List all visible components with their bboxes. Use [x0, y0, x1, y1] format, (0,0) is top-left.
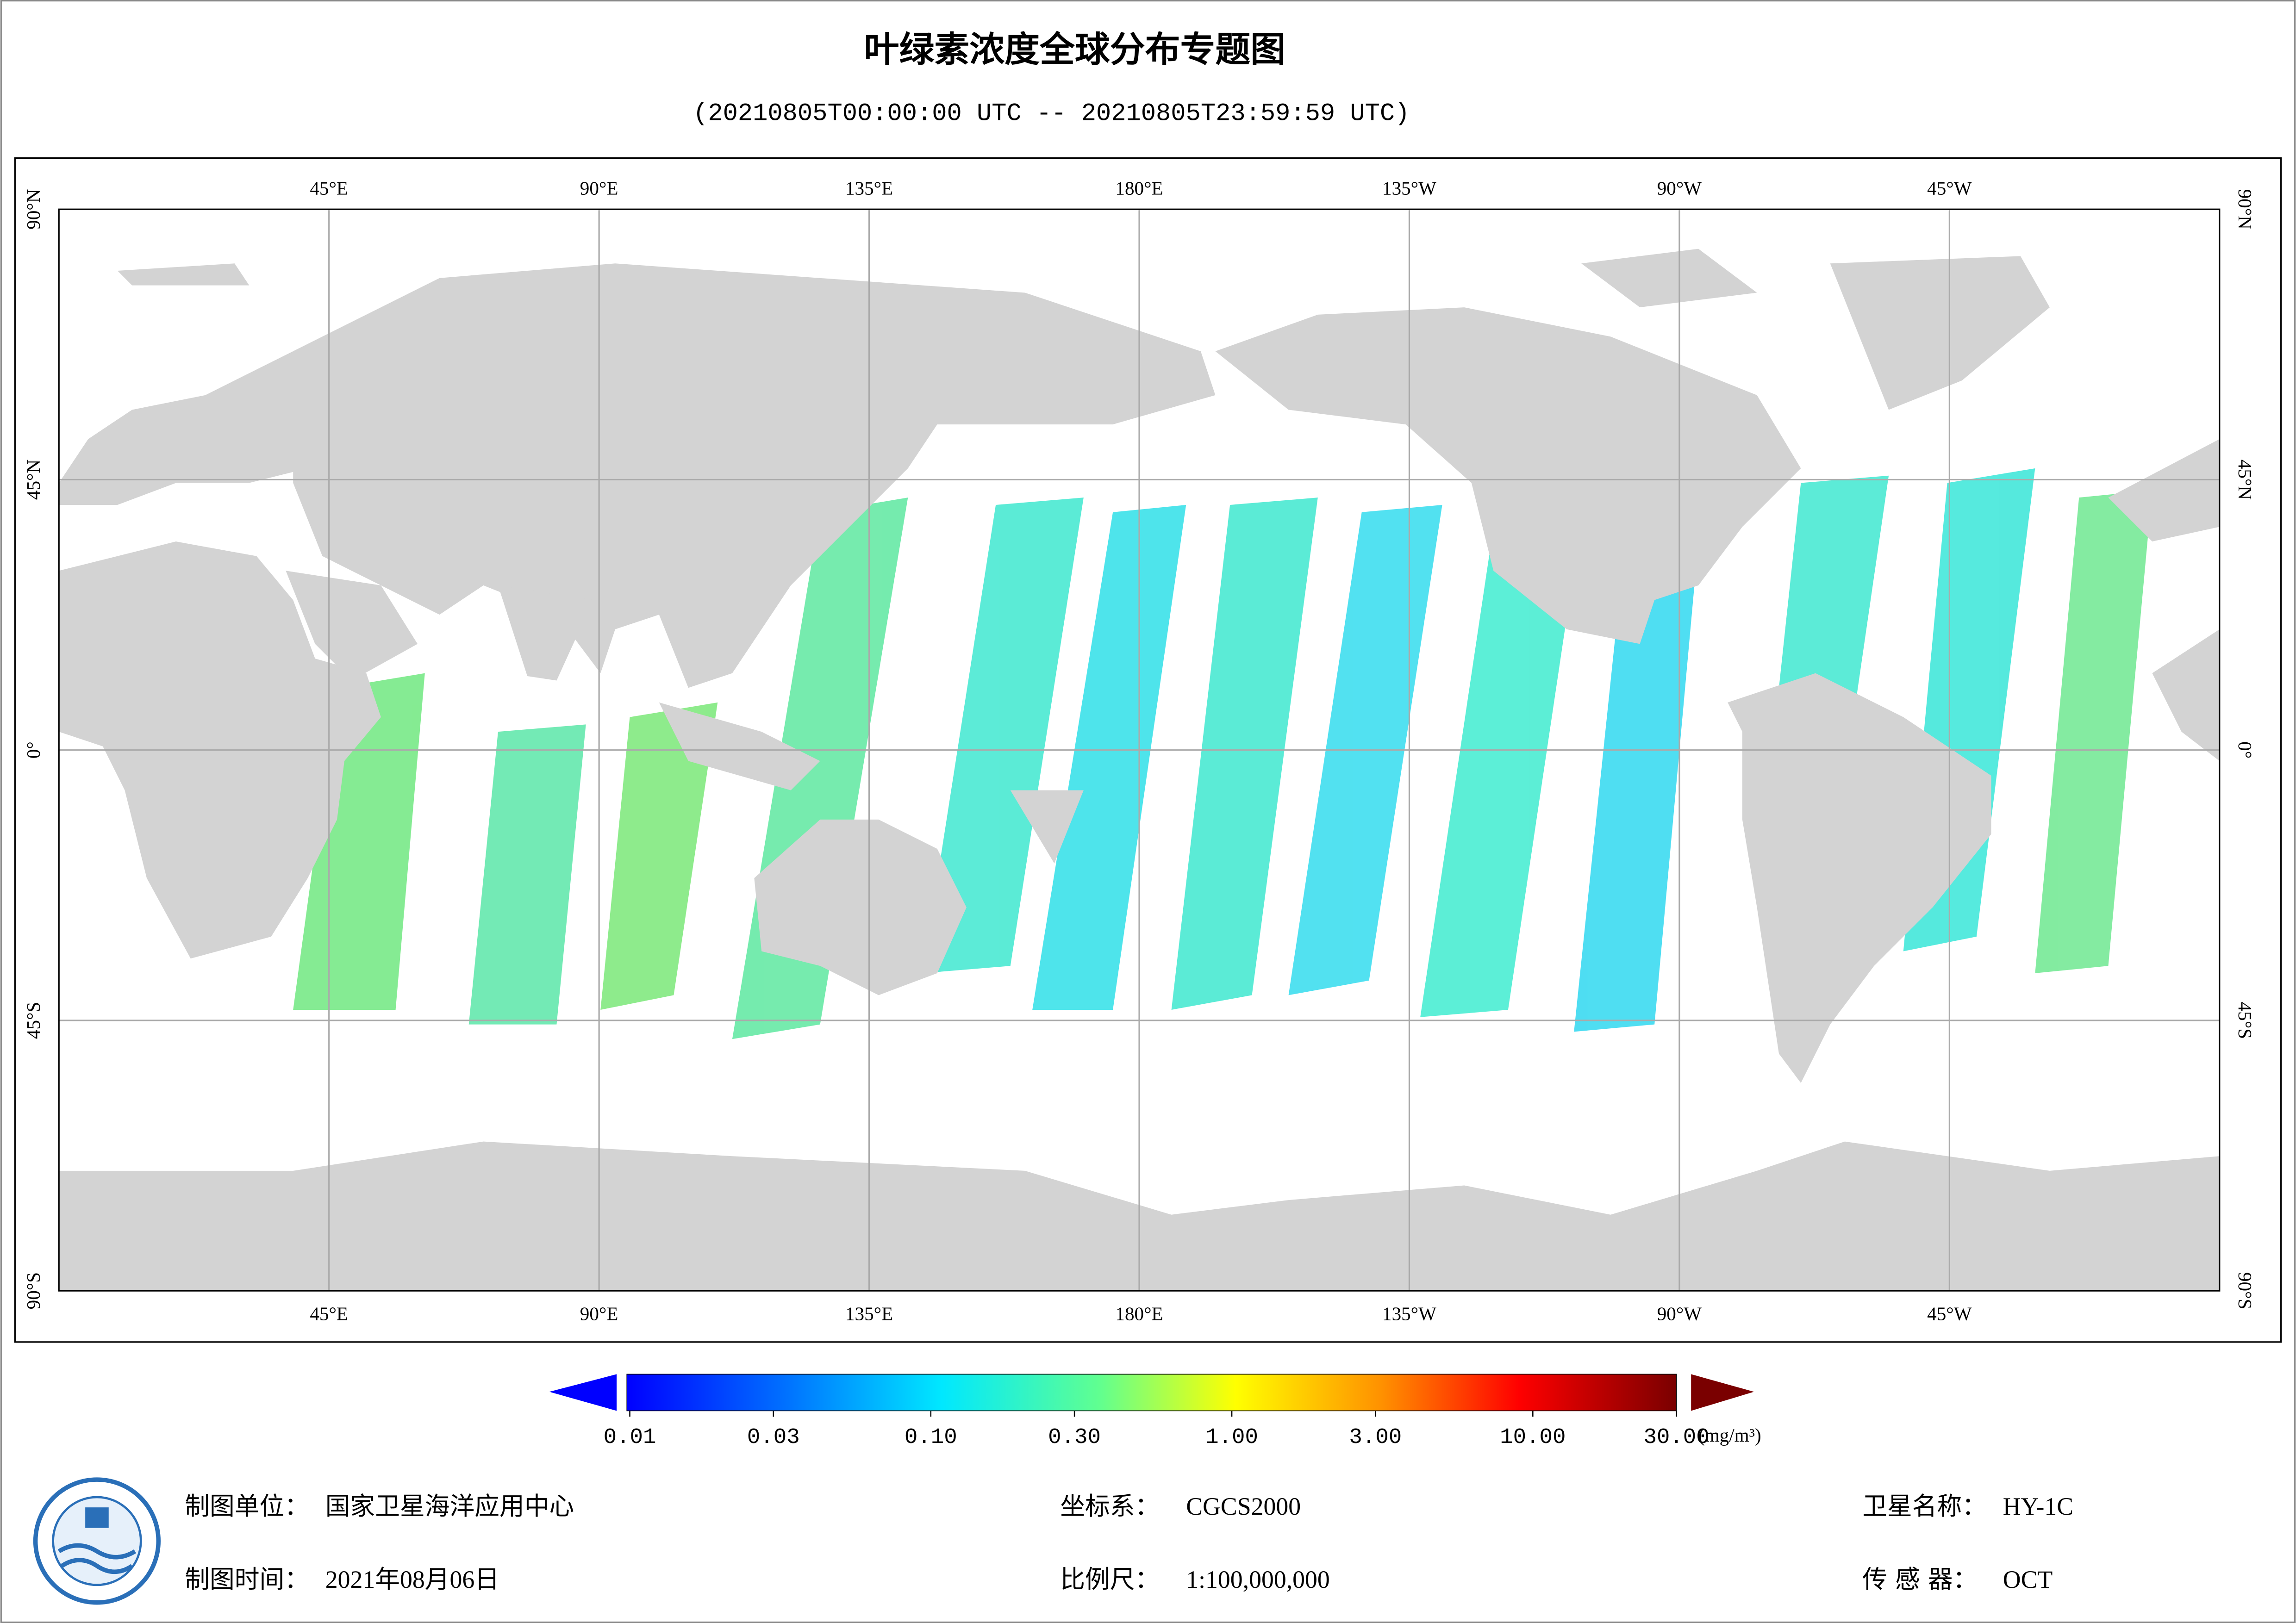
graticule — [59, 209, 2220, 1291]
west-africa — [2152, 629, 2220, 761]
colorbar-tick-label: 10.00 — [1500, 1425, 1566, 1450]
footer-label: 传 感 器： — [1862, 1565, 1978, 1594]
colorbar-tick-label: 3.00 — [1349, 1425, 1402, 1450]
swath — [923, 497, 1084, 973]
new-zealand — [1010, 790, 1084, 864]
swath — [1420, 519, 1582, 1017]
logo-wave — [60, 1558, 133, 1574]
footer-label: 比例尺： — [1060, 1565, 1160, 1594]
colorbar-tick-label: 0.30 — [1048, 1425, 1101, 1450]
lon-label-bottom: 135°W — [1382, 1303, 1436, 1324]
lat-label-right: 45°S — [2234, 1002, 2256, 1039]
australia — [754, 819, 967, 995]
lon-label-bottom: 45°W — [1927, 1303, 1972, 1324]
footer-label: 卫星名称： — [1862, 1492, 1987, 1521]
swath — [293, 673, 425, 1010]
swath — [468, 724, 586, 1025]
logo-wave — [57, 1543, 137, 1560]
colorbar-tick-label: 30.00 — [1643, 1425, 1709, 1450]
colorbar — [626, 1374, 1677, 1412]
map-frame-outer — [14, 157, 2282, 1343]
lon-label-top: 45°W — [1927, 178, 1972, 199]
logo-satellite — [85, 1507, 109, 1528]
footer-value: CGCS2000 — [1186, 1492, 1301, 1520]
footer-value: HY-1C — [2003, 1492, 2073, 1520]
footer-label: 制图单位： — [185, 1492, 309, 1521]
swath — [1574, 541, 1699, 1032]
lon-label-top: 135°E — [845, 178, 893, 199]
subtitle: (20210805T00:00:00 UTC -- 20210805T23:59… — [693, 99, 1410, 128]
lon-label-top: 90°W — [1657, 178, 1702, 199]
colorbar-ticks: 0.01 0.03 0.10 0.30 1.00 3.00 10.00 30.00 — [604, 1411, 1710, 1450]
footer-label: 制图时间： — [185, 1565, 309, 1594]
footer-value: OCT — [2003, 1566, 2053, 1593]
map-frame-inner — [58, 208, 2221, 1292]
title: 叶绿素浓度全球分布专题图 — [864, 29, 1286, 70]
lat-label-right: 0° — [2234, 741, 2256, 759]
lon-label-bottom: 90°W — [1657, 1303, 1702, 1324]
north-america — [1215, 307, 1801, 644]
graticule-labels: 45°E 45°E 90°E 90°E 135°E 135°E 180°E 180°E 135°… — [23, 178, 2256, 1325]
lat-label-left: 45°N — [23, 460, 44, 500]
colorbar-unit: (mg/m³) — [1698, 1424, 1761, 1446]
arabia — [286, 571, 418, 681]
logo-inner — [52, 1496, 142, 1586]
footer-value: 国家卫星海洋应用中心 — [325, 1492, 574, 1521]
lon-label-top: 90°E — [580, 178, 618, 199]
chlorophyll-swaths — [293, 468, 2152, 1039]
swath — [1032, 504, 1186, 1010]
logo — [33, 1477, 161, 1605]
india — [498, 585, 593, 681]
asia — [293, 263, 1216, 688]
colorbar-tick-label: 0.03 — [747, 1425, 800, 1450]
footer-label: 坐标系： — [1060, 1492, 1160, 1521]
footer-value: 1:100,000,000 — [1186, 1566, 1330, 1593]
lat-label-left: 90°N — [23, 189, 44, 230]
lon-label-bottom: 90°E — [580, 1303, 618, 1324]
colorbar-under — [549, 1374, 617, 1411]
colorbar-over — [1691, 1374, 1754, 1411]
swath — [600, 702, 718, 1010]
maritime-asia — [659, 702, 820, 790]
lon-label-top: 180°E — [1115, 178, 1163, 199]
lat-label-left: 0° — [23, 741, 44, 759]
colorbar-tick-label: 1.00 — [1205, 1425, 1258, 1450]
lon-label-bottom: 180°E — [1115, 1303, 1163, 1324]
lat-label-left: 90°S — [23, 1272, 44, 1309]
colorbar-tick-label: 0.10 — [905, 1425, 957, 1450]
lat-label-right: 45°N — [2234, 460, 2256, 500]
lat-label-left: 45°S — [23, 1002, 44, 1039]
arctic-island — [117, 263, 250, 286]
lon-label-top: 45°E — [310, 178, 348, 199]
arctic-island — [1581, 249, 1757, 308]
europe — [59, 351, 323, 505]
colorbar-tick-label: 0.01 — [604, 1425, 656, 1450]
swath — [1171, 497, 1318, 1010]
greenland — [1830, 256, 2050, 410]
lon-label-bottom: 45°E — [310, 1303, 348, 1324]
lat-label-right: 90°N — [2234, 189, 2256, 230]
swath — [2035, 490, 2152, 973]
lat-label-right: 90°S — [2234, 1272, 2256, 1309]
footer-value: 2021年08月06日 — [325, 1566, 499, 1593]
lon-label-top: 135°W — [1382, 178, 1436, 199]
iberia — [2108, 439, 2220, 542]
lon-label-bottom: 135°E — [845, 1303, 893, 1324]
south-america — [1728, 673, 1991, 1083]
